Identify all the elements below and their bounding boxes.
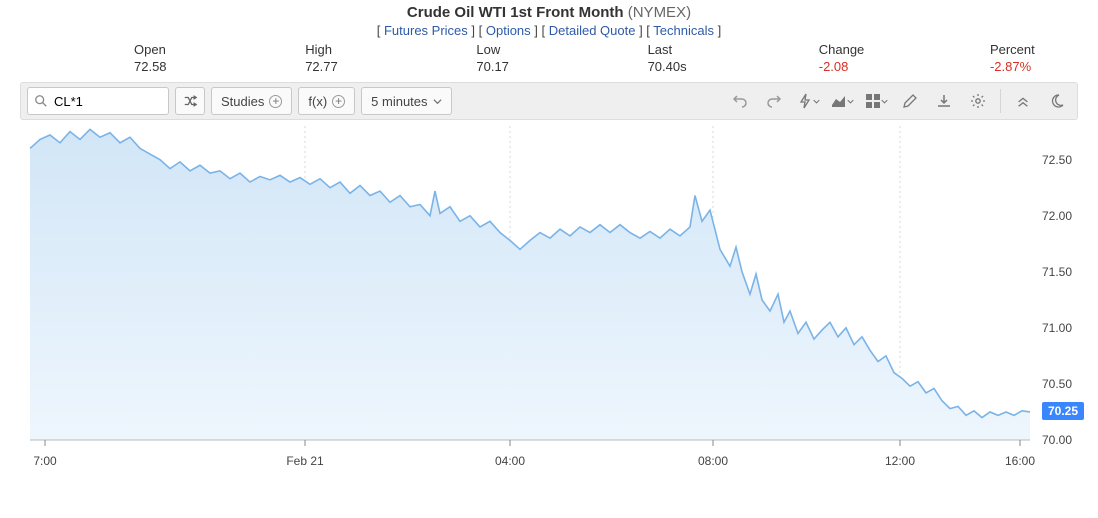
double-chevron-up-icon (1016, 94, 1030, 108)
stat-high: High 72.77 (305, 42, 385, 74)
x-axis-label: 16:00 (1005, 454, 1035, 468)
stat-value: 72.58 (134, 59, 167, 74)
stat-percent: Percent -2.87% (990, 42, 1070, 74)
stat-label: Last (648, 42, 673, 57)
download-icon (936, 93, 952, 109)
fx-button[interactable]: f(x) + (298, 87, 355, 115)
theme-button[interactable] (1043, 87, 1071, 115)
y-axis-label: 72.50 (1042, 153, 1072, 167)
x-axis-label: Feb 21 (286, 454, 323, 468)
link-technicals[interactable]: Technicals (653, 23, 714, 38)
stat-low: Low 70.17 (476, 42, 556, 74)
link-futures-prices[interactable]: Futures Prices (384, 23, 468, 38)
stat-open: Open 72.58 (134, 42, 214, 74)
x-axis-label: 04:00 (495, 454, 525, 468)
search-icon (34, 94, 48, 108)
link-options[interactable]: Options (486, 23, 531, 38)
redo-icon (766, 93, 782, 109)
redo-button[interactable] (760, 87, 788, 115)
y-axis-label: 70.50 (1042, 377, 1072, 391)
chart-toolbar: Studies + f(x) + 5 minutes (20, 82, 1078, 120)
chart-title: Crude Oil WTI 1st Front Month (NYMEX) (0, 4, 1098, 21)
settings-button[interactable] (964, 87, 992, 115)
stat-value: -2.08 (819, 59, 849, 74)
interval-selector[interactable]: 5 minutes (361, 87, 451, 115)
instrument-name: Crude Oil WTI 1st Front Month (407, 4, 624, 21)
studies-button[interactable]: Studies + (211, 87, 292, 115)
chevron-down-icon (813, 98, 820, 105)
grid-icon (865, 93, 881, 109)
x-axis-label: 7:00 (33, 454, 56, 468)
y-axis-label: 70.00 (1042, 433, 1072, 447)
chart-area[interactable]: 70.25 70.0070.5071.0071.5072.0072.50 7:0… (20, 120, 1078, 470)
exchange-code: (NYMEX) (628, 4, 691, 21)
symbol-input[interactable] (48, 94, 148, 109)
compare-button[interactable] (175, 87, 205, 115)
stats-row: Open 72.58 High 72.77 Low 70.17 Last 70.… (0, 38, 1098, 80)
stat-value: 70.40s (648, 59, 687, 74)
interval-label: 5 minutes (371, 94, 427, 109)
gear-icon (970, 93, 986, 109)
y-axis-label: 71.00 (1042, 321, 1072, 335)
area-chart-icon (831, 93, 847, 109)
shuffle-icon (183, 94, 197, 108)
studies-label: Studies (221, 94, 264, 109)
chevron-down-icon (847, 98, 854, 105)
header-links: [ Futures Prices ] [ Options ] [ Detaile… (0, 23, 1098, 38)
stat-label: Low (476, 42, 500, 57)
link-detailed-quote[interactable]: Detailed Quote (549, 23, 636, 38)
layout-button[interactable] (862, 87, 890, 115)
chart-type-button[interactable] (828, 87, 856, 115)
undo-icon (732, 93, 748, 109)
events-button[interactable] (794, 87, 822, 115)
stat-label: Change (819, 42, 865, 57)
stat-value: -2.87% (990, 59, 1031, 74)
lightning-icon (797, 93, 813, 109)
toolbar-divider (1000, 89, 1001, 113)
stat-change: Change -2.08 (819, 42, 899, 74)
fx-label: f(x) (308, 94, 327, 109)
chevron-down-icon (881, 98, 888, 105)
plus-icon: + (269, 95, 282, 108)
chevron-down-icon (433, 97, 442, 106)
chart-header: Crude Oil WTI 1st Front Month (NYMEX) [ … (0, 4, 1098, 38)
x-axis-label: 12:00 (885, 454, 915, 468)
stat-last: Last 70.40s (648, 42, 728, 74)
price-chart (20, 120, 1078, 470)
stat-value: 70.17 (476, 59, 509, 74)
y-axis-label: 72.00 (1042, 209, 1072, 223)
stat-label: High (305, 42, 332, 57)
pencil-icon (902, 93, 918, 109)
last-price-flag: 70.25 (1042, 402, 1084, 420)
symbol-search[interactable] (27, 87, 169, 115)
draw-button[interactable] (896, 87, 924, 115)
collapse-button[interactable] (1009, 87, 1037, 115)
stat-value: 72.77 (305, 59, 338, 74)
stat-label: Open (134, 42, 166, 57)
stat-label: Percent (990, 42, 1035, 57)
undo-button[interactable] (726, 87, 754, 115)
x-axis-label: 08:00 (698, 454, 728, 468)
plus-icon: + (332, 95, 345, 108)
y-axis-label: 71.50 (1042, 265, 1072, 279)
download-button[interactable] (930, 87, 958, 115)
moon-icon (1049, 93, 1065, 109)
